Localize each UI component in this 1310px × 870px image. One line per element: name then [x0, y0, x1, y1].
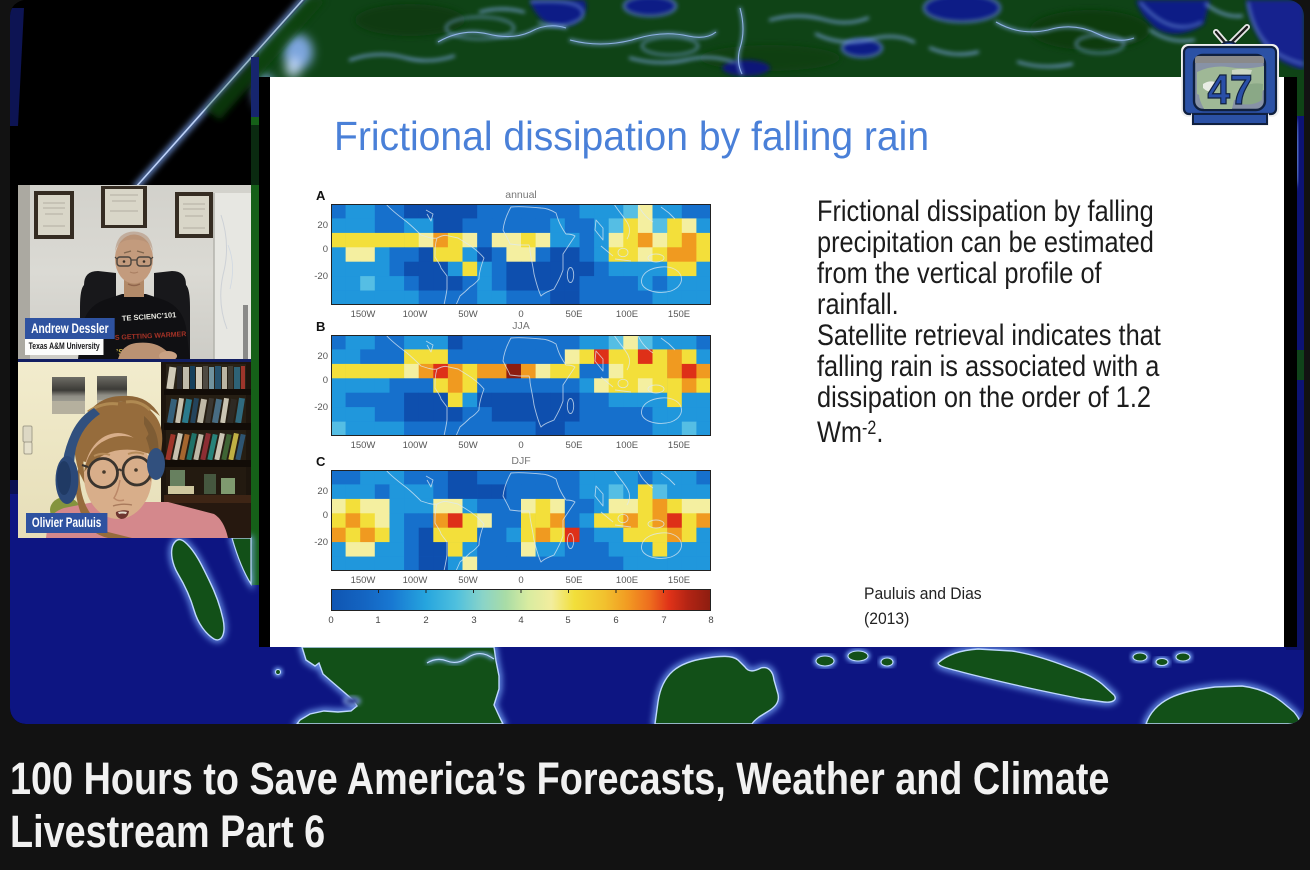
svg-text:TE SCIENC’101: TE SCIENC’101	[122, 310, 177, 323]
svg-text:’S GETTING WARMER: ’S GETTING WARMER	[113, 331, 187, 342]
svg-text:47: 47	[1208, 66, 1253, 113]
